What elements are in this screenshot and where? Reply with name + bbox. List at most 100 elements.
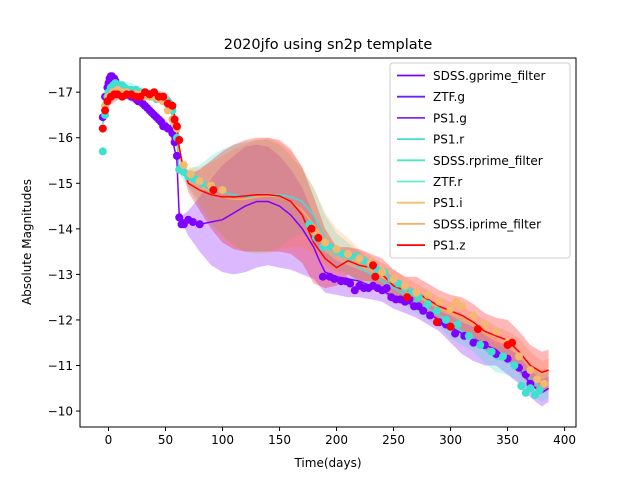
data-point-g: [175, 213, 184, 222]
plot-frame: [79, 57, 577, 428]
data-point-i: [423, 290, 432, 299]
data-point-r: [423, 300, 432, 308]
y-tick-label: −14: [48, 222, 73, 236]
data-point-r: [517, 382, 526, 390]
data-point-z: [307, 224, 316, 233]
y-axis-ticks: −17 −16 −15 −14 −13 −12 −11 −10: [48, 86, 80, 419]
points-z: [98, 88, 517, 349]
data-point-z: [168, 101, 177, 110]
data-point-r: [98, 147, 107, 156]
data-point-z: [175, 136, 184, 144]
chart-title: 2020jfo using sn2p template: [224, 37, 433, 53]
legend-label: SDSS.gprime_filter: [433, 69, 545, 83]
data-point-z: [314, 233, 323, 242]
legend-label: PS1.g: [433, 111, 467, 125]
legend-label: PS1.i: [433, 196, 463, 210]
data-point-z: [159, 92, 168, 101]
data-point-i: [526, 366, 535, 375]
data-point-i: [344, 249, 352, 258]
data-point-g: [188, 218, 197, 226]
data-point-i: [452, 297, 461, 306]
y-tick-label: −15: [48, 177, 73, 191]
data-point-i: [378, 268, 387, 277]
data-point-g: [382, 284, 391, 293]
x-tick-label: 50: [158, 433, 173, 447]
data-point-r: [510, 361, 519, 370]
data-point-i: [435, 297, 444, 306]
data-point-r: [526, 384, 535, 393]
x-tick-label: 400: [553, 433, 576, 447]
data-point-i: [179, 161, 188, 170]
legend: SDSS.gprime_filter ZTF.g PS1.g PS1.r SDSS.rp…: [389, 62, 571, 259]
data-point-z: [369, 261, 377, 270]
data-point-r: [453, 320, 462, 329]
data-point-i: [480, 320, 489, 329]
data-point-i: [401, 281, 409, 290]
data-point-z: [101, 106, 110, 115]
data-point-z: [170, 115, 179, 124]
data-point-i: [195, 177, 204, 185]
y-tick-label: −11: [48, 359, 73, 373]
data-point-g: [318, 272, 327, 281]
data-point-z: [209, 186, 218, 195]
data-point-i: [458, 302, 466, 311]
x-tick-label: 350: [496, 433, 519, 447]
data-point-r: [464, 331, 473, 340]
data-point-r: [476, 341, 485, 349]
legend-box: [389, 62, 571, 259]
data-point-i: [389, 274, 398, 283]
legend-label: ZTF.g: [433, 90, 465, 104]
legend-label: ZTF.r: [433, 175, 462, 189]
data-point-i: [186, 170, 195, 179]
data-point-i: [492, 327, 501, 336]
y-tick-label: −10: [48, 405, 73, 419]
y-tick-label: −13: [48, 268, 73, 282]
legend-label: PS1.r: [433, 133, 464, 147]
data-point-i: [533, 375, 542, 384]
x-tick-label: 0: [105, 433, 113, 447]
data-point-z: [432, 318, 441, 327]
data-point-z: [508, 338, 517, 347]
data-point-r: [442, 315, 450, 324]
data-point-g: [451, 329, 460, 338]
data-point-i: [321, 238, 330, 247]
data-point-g: [426, 311, 435, 320]
observation-points: [98, 72, 549, 400]
data-point-i: [446, 304, 455, 313]
data-point-g: [330, 274, 339, 283]
data-point-i: [469, 311, 478, 320]
data-point-i: [332, 245, 341, 254]
data-point-i: [218, 186, 227, 195]
y-tick-label: −12: [48, 313, 73, 327]
data-point-r: [499, 352, 507, 361]
data-point-r: [487, 347, 496, 356]
legend-label: SDSS.iprime_filter: [433, 217, 541, 231]
data-point-z: [371, 272, 380, 281]
x-axis-label: Time(days): [293, 456, 361, 470]
data-point-g: [172, 151, 181, 160]
x-axis-ticks: 0 50 100 150 200 250 300 350 400: [105, 427, 576, 447]
data-point-z: [446, 322, 455, 331]
data-point-z: [172, 122, 181, 131]
legend-label: SDSS.rprime_filter: [433, 154, 543, 168]
x-tick-label: 200: [325, 433, 348, 447]
data-point-r: [535, 386, 544, 395]
x-tick-label: 100: [211, 433, 234, 447]
data-point-z: [98, 124, 107, 133]
data-point-z: [403, 293, 412, 302]
y-tick-label: −17: [48, 86, 73, 100]
y-tick-label: −16: [48, 131, 73, 145]
data-point-g: [469, 338, 478, 347]
data-point-g: [195, 220, 204, 229]
legend-label: PS1.z: [433, 239, 466, 253]
data-point-z: [473, 325, 482, 334]
data-point-g: [346, 279, 355, 288]
data-point-i: [355, 254, 364, 263]
data-point-r: [432, 306, 441, 315]
x-tick-label: 250: [382, 433, 405, 447]
data-point-i: [515, 352, 523, 361]
x-tick-label: 300: [439, 433, 462, 447]
y-axis-label: Absolute Magnitudes: [20, 179, 34, 305]
data-point-g: [419, 306, 428, 315]
